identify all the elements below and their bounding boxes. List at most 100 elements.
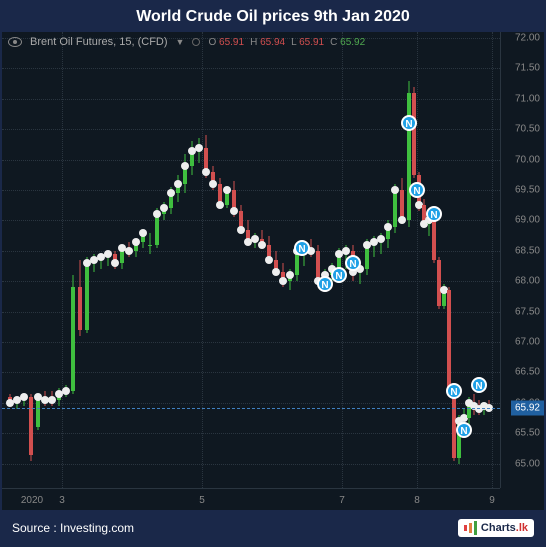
candle-dot (132, 238, 140, 246)
c-value: 65.92 (340, 37, 365, 48)
o-value: 65.91 (219, 37, 244, 48)
candle-dot (342, 247, 350, 255)
candle-body (71, 287, 75, 390)
y-tick-label: 70.00 (515, 154, 540, 165)
y-tick-label: 69.50 (515, 185, 540, 196)
candle-body (437, 260, 441, 306)
candle-body (29, 397, 33, 455)
candle-dot (265, 256, 273, 264)
symbol-label[interactable]: Brent Oil Futures, 15, (CFD) (30, 36, 168, 48)
candle-dot (20, 393, 28, 401)
x-tick-label: 3 (59, 495, 65, 506)
candle-dot (153, 210, 161, 218)
candle-dot (181, 162, 189, 170)
h-label: H (250, 37, 257, 48)
o-label: O (208, 37, 216, 48)
candle-dot (286, 271, 294, 279)
x-tick-label: 2020 (21, 495, 43, 506)
candle-dot (62, 387, 70, 395)
candle-body (447, 290, 451, 393)
y-tick-label: 71.50 (515, 63, 540, 74)
source-text: Source : Investing.com (12, 521, 134, 535)
candle-body (155, 214, 159, 244)
candle-dot (104, 250, 112, 258)
eye-icon[interactable] (8, 37, 22, 47)
candle-dot (384, 223, 392, 231)
news-marker[interactable]: N (426, 206, 442, 222)
candle-dot (223, 186, 231, 194)
plot-area[interactable]: NNNNNNNNNN (2, 32, 500, 488)
y-tick-label: 69.00 (515, 215, 540, 226)
candle-body (78, 287, 82, 330)
x-tick-label: 7 (339, 495, 345, 506)
footer: Source : Investing.com Charts.lk (2, 510, 544, 546)
candle-dot (174, 180, 182, 188)
c-label: C (330, 37, 337, 48)
logo-text: Charts.lk (481, 522, 528, 534)
news-marker[interactable]: N (317, 276, 333, 292)
y-tick-label: 67.00 (515, 337, 540, 348)
logo-bar-icon (464, 525, 467, 531)
current-price-line (2, 408, 500, 409)
logo-bar-icon (469, 523, 472, 533)
candle-dot (111, 259, 119, 267)
candle-body (432, 220, 436, 260)
title-bar: World Crude Oil prices 9th Jan 2020 (2, 2, 544, 32)
x-axis: 2020 3 5 7 8 9 (2, 488, 500, 510)
news-marker[interactable]: N (456, 422, 472, 438)
y-tick-label: 65.00 (515, 458, 540, 469)
h-value: 65.94 (260, 37, 285, 48)
news-marker[interactable]: N (345, 255, 361, 271)
title-text: World Crude Oil prices 9th Jan 2020 (136, 8, 410, 25)
y-tick-label: 71.00 (515, 93, 540, 104)
y-axis: 72.00 71.50 71.00 70.50 70.00 69.50 69.00 68.50… (500, 32, 544, 488)
y-tick-label: 68.50 (515, 245, 540, 256)
logo: Charts.lk (458, 519, 534, 537)
current-price-label: 65.92 (511, 400, 544, 415)
candle-body (412, 93, 416, 175)
candle-body (393, 190, 397, 226)
y-tick-label: 70.50 (515, 124, 540, 135)
x-tick-label: 5 (199, 495, 205, 506)
candle-dot (125, 247, 133, 255)
candle-wick (150, 233, 151, 254)
chart-area: Brent Oil Futures, 15, (CFD) ▼ O 65.91 H… (2, 32, 544, 510)
chevron-down-icon[interactable]: ▼ (176, 37, 185, 47)
x-tick-label: 9 (489, 495, 495, 506)
candle-dot (230, 207, 238, 215)
candle-body (36, 397, 40, 427)
x-tick-label: 8 (414, 495, 420, 506)
candle-dot (209, 180, 217, 188)
candle-dot (202, 168, 210, 176)
candle-dot (139, 229, 147, 237)
candle-body (85, 263, 89, 330)
news-marker[interactable]: N (471, 377, 487, 393)
l-label: L (291, 37, 296, 48)
candle-dot (167, 189, 175, 197)
chart-header: Brent Oil Futures, 15, (CFD) ▼ O 65.91 H… (8, 36, 365, 48)
y-tick-label: 72.00 (515, 33, 540, 44)
candle-dot (160, 204, 168, 212)
candle-body (452, 394, 456, 458)
candle-body (407, 93, 411, 221)
candle-dot (195, 144, 203, 152)
candle-dot (216, 201, 224, 209)
news-marker[interactable]: N (409, 182, 425, 198)
l-value: 65.91 (299, 37, 324, 48)
ohlc-group: O 65.91 H 65.94 L 65.91 C 65.92 (208, 37, 365, 48)
candle-dot (377, 235, 385, 243)
logo-bar-icon (474, 521, 477, 535)
y-tick-label: 67.50 (515, 306, 540, 317)
candle-dot (391, 186, 399, 194)
candle-dot (258, 241, 266, 249)
candle-dot (48, 396, 56, 404)
news-marker[interactable]: N (331, 267, 347, 283)
news-marker[interactable]: N (294, 240, 310, 256)
candle-dot (279, 277, 287, 285)
news-marker[interactable]: N (401, 115, 417, 131)
y-tick-label: 65.50 (515, 428, 540, 439)
candle-body (148, 245, 152, 246)
y-tick-label: 68.00 (515, 276, 540, 287)
circle-icon[interactable] (192, 38, 200, 46)
news-marker[interactable]: N (446, 383, 462, 399)
